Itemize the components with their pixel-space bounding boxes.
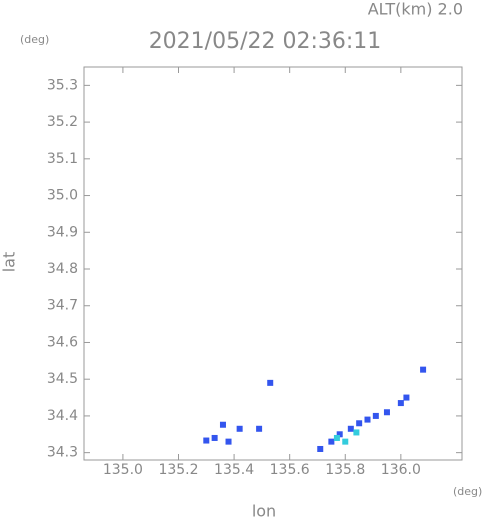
chart-title: 2021/05/22 02:36:11 [149,29,382,54]
echo-point [236,425,243,432]
plot-frame [83,66,463,461]
echo-point [211,434,218,441]
y-tick-label: 35.1 [47,151,78,167]
echo-point [336,431,343,438]
y-tick-label: 34.5 [47,371,78,387]
echo-point [403,394,410,401]
echo-point [372,412,379,419]
echo-point [383,409,390,416]
echo-point [203,437,210,444]
x-axis-label: lon [252,502,276,521]
x-unit: (deg) [453,485,482,498]
x-tick-label: 135.6 [270,462,310,478]
x-tick-label: 135.4 [214,462,254,478]
echo-point [333,434,340,441]
echo-point [225,438,232,445]
y-tick-label: 34.9 [47,224,78,240]
echo-point [317,445,324,452]
y-axis-label: lat [0,252,19,273]
x-tick-label: 135.8 [325,462,365,478]
echo-point [397,400,404,407]
x-tick-label: 135.0 [103,462,143,478]
x-tick-label: 136.0 [381,462,421,478]
y-tick-label: 34.4 [47,408,78,424]
y-tick-label: 34.3 [47,445,78,461]
y-tick-label: 34.6 [47,334,78,350]
echo-point [353,429,360,436]
echo-point [347,425,354,432]
y-tick-label: 35.0 [47,188,78,204]
echo-point [420,366,427,373]
x-tick-label: 135.2 [158,462,198,478]
y-unit: (deg) [20,33,49,46]
echo-point [364,416,371,423]
echo-point [267,379,274,386]
echo-point [356,420,363,427]
y-tick-label: 35.2 [47,114,78,130]
echo-point [342,438,349,445]
y-tick-label: 34.8 [47,261,78,277]
echo-point [219,421,226,428]
y-tick-label: 34.7 [47,298,78,314]
echo-point [328,438,335,445]
echo-point [256,425,263,432]
chart-subtitle: ALT(km) 2.0 [368,0,463,19]
y-tick-label: 35.3 [47,77,78,93]
